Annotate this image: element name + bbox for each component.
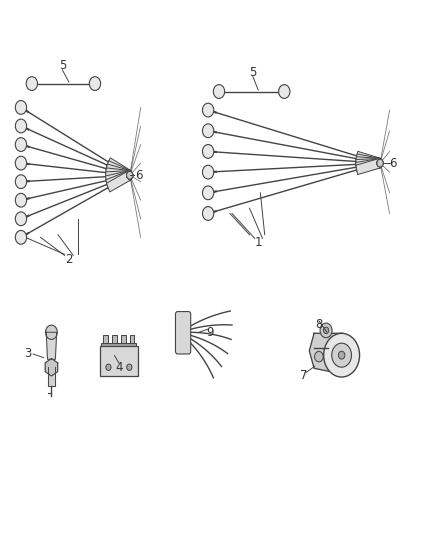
Circle shape [320, 323, 332, 338]
Circle shape [127, 172, 133, 179]
Circle shape [89, 77, 101, 91]
Text: 6: 6 [389, 157, 397, 169]
Circle shape [127, 172, 133, 179]
Text: 5: 5 [59, 59, 66, 71]
Text: 9: 9 [207, 326, 214, 340]
Circle shape [213, 85, 225, 99]
Polygon shape [106, 171, 130, 181]
Circle shape [323, 327, 329, 334]
Circle shape [127, 172, 133, 179]
Text: 5: 5 [249, 66, 257, 79]
Circle shape [127, 172, 133, 179]
Circle shape [377, 159, 383, 167]
FancyBboxPatch shape [100, 346, 138, 376]
Circle shape [202, 186, 214, 200]
Circle shape [127, 172, 133, 179]
Circle shape [127, 172, 133, 179]
Polygon shape [356, 157, 380, 168]
Polygon shape [45, 359, 58, 376]
Text: 7: 7 [300, 369, 307, 382]
Circle shape [26, 77, 38, 91]
Polygon shape [106, 168, 130, 180]
Circle shape [15, 193, 27, 207]
Polygon shape [106, 171, 131, 192]
Polygon shape [46, 332, 57, 359]
Circle shape [15, 138, 27, 151]
Circle shape [339, 351, 345, 359]
Circle shape [202, 103, 214, 117]
Polygon shape [356, 151, 381, 168]
Polygon shape [107, 158, 131, 180]
Text: 6: 6 [135, 169, 142, 182]
Bar [102, 343, 136, 346]
Circle shape [15, 156, 27, 170]
Circle shape [15, 230, 27, 244]
Circle shape [15, 119, 27, 133]
Circle shape [279, 85, 290, 99]
Circle shape [127, 364, 132, 370]
Bar [103, 335, 108, 346]
Circle shape [377, 159, 383, 167]
Bar [130, 335, 134, 346]
Polygon shape [106, 171, 131, 185]
Circle shape [127, 172, 133, 179]
Circle shape [15, 101, 27, 114]
Polygon shape [106, 171, 131, 189]
Circle shape [202, 124, 214, 138]
Circle shape [46, 325, 57, 340]
Circle shape [377, 159, 383, 167]
Polygon shape [356, 158, 381, 175]
Circle shape [377, 159, 383, 167]
Circle shape [324, 333, 360, 377]
Polygon shape [106, 160, 131, 180]
Text: 3: 3 [24, 348, 31, 360]
Polygon shape [356, 158, 381, 172]
Circle shape [332, 343, 352, 367]
Circle shape [314, 351, 323, 362]
Polygon shape [356, 158, 380, 169]
Circle shape [15, 175, 27, 189]
Polygon shape [309, 333, 348, 371]
Text: 8: 8 [315, 318, 323, 332]
Circle shape [202, 207, 214, 220]
Circle shape [202, 165, 214, 179]
Circle shape [377, 159, 383, 167]
Circle shape [127, 172, 133, 179]
Circle shape [377, 159, 383, 167]
Circle shape [106, 364, 111, 370]
Text: 2: 2 [65, 253, 73, 266]
FancyBboxPatch shape [176, 312, 191, 354]
Bar [121, 335, 126, 346]
Bar [112, 335, 117, 346]
Text: 4: 4 [115, 361, 123, 374]
Circle shape [15, 212, 27, 225]
Text: 1: 1 [254, 236, 262, 249]
Polygon shape [356, 154, 381, 168]
Polygon shape [106, 164, 131, 180]
Circle shape [202, 144, 214, 158]
Polygon shape [47, 367, 55, 386]
